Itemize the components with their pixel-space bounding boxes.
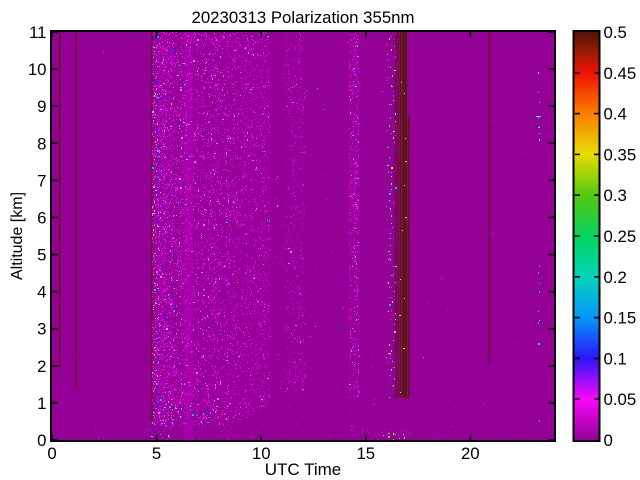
- svg-text:4: 4: [37, 283, 46, 302]
- svg-text:0.4: 0.4: [604, 105, 627, 124]
- svg-text:0.25: 0.25: [604, 227, 637, 246]
- svg-text:15: 15: [356, 444, 375, 463]
- svg-text:10: 10: [28, 60, 47, 79]
- svg-text:8: 8: [37, 134, 46, 153]
- svg-text:0.35: 0.35: [604, 145, 637, 164]
- svg-text:UTC Time: UTC Time: [265, 460, 342, 479]
- svg-text:0.05: 0.05: [604, 390, 637, 409]
- svg-text:1: 1: [37, 394, 46, 413]
- svg-text:2: 2: [37, 357, 46, 376]
- svg-text:0: 0: [47, 444, 56, 463]
- svg-text:0.15: 0.15: [604, 309, 637, 328]
- svg-text:5: 5: [152, 444, 161, 463]
- svg-text:3: 3: [37, 320, 46, 339]
- svg-text:20: 20: [461, 444, 480, 463]
- svg-text:0.2: 0.2: [604, 268, 627, 287]
- svg-text:0.45: 0.45: [604, 64, 637, 83]
- svg-text:7: 7: [37, 171, 46, 190]
- svg-text:Altitude [km]: Altitude [km]: [9, 192, 26, 280]
- svg-text:6: 6: [37, 209, 46, 228]
- svg-text:0: 0: [604, 431, 613, 450]
- svg-text:11: 11: [29, 23, 46, 42]
- svg-text:5: 5: [37, 246, 46, 265]
- svg-text:9: 9: [37, 97, 46, 116]
- svg-text:0.5: 0.5: [604, 23, 627, 42]
- svg-text:0.3: 0.3: [604, 186, 627, 205]
- svg-text:10: 10: [252, 444, 271, 463]
- svg-text:0.1: 0.1: [604, 349, 627, 368]
- svg-text:0: 0: [37, 431, 46, 450]
- svg-text:20230313 Polarization 355nm: 20230313 Polarization 355nm: [192, 8, 415, 27]
